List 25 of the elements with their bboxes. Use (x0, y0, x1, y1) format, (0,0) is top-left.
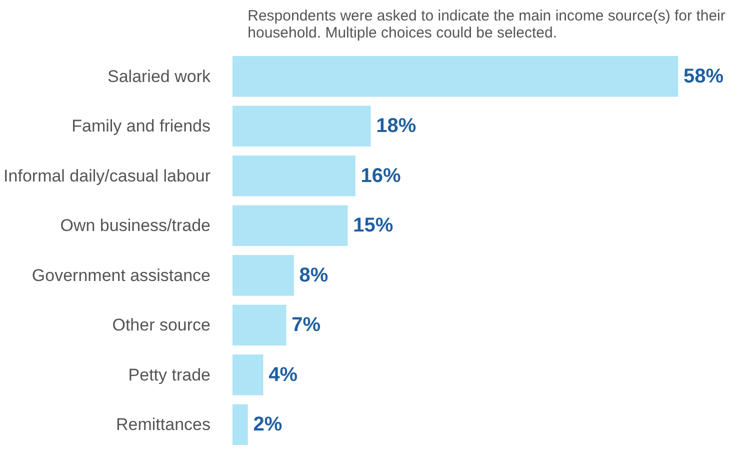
data-label: 58% (683, 65, 724, 88)
y-tick-label: Salaried work (108, 66, 211, 86)
bar (232, 304, 286, 346)
data-label: 8% (299, 264, 328, 286)
bar (232, 404, 248, 446)
y-tick-label: Remittances (116, 415, 211, 434)
y-tick-label: Own business/trade (60, 216, 211, 236)
data-label: 15% (353, 214, 394, 237)
bar (232, 254, 294, 296)
bar (232, 106, 371, 147)
bar (232, 56, 678, 97)
data-label: 4% (268, 364, 298, 386)
data-label: 16% (360, 164, 402, 187)
y-tick-label: Family and friends (72, 116, 210, 136)
bar (232, 354, 264, 396)
data-label: 7% (292, 314, 321, 336)
y-tick-label: Petty trade (128, 365, 211, 384)
data-label: 18% (376, 115, 416, 138)
y-tick-label: Other source (112, 316, 210, 335)
chart-title: Respondents were asked to indicate the main income source(s) for their household. Multiple choices could be selected. (248, 8, 726, 42)
bar (232, 205, 348, 246)
data-label: 2% (253, 414, 282, 436)
bar (232, 155, 356, 196)
y-tick-label: Informal daily/casual labour (4, 166, 211, 186)
y-tick-label: Government assistance (32, 266, 211, 285)
